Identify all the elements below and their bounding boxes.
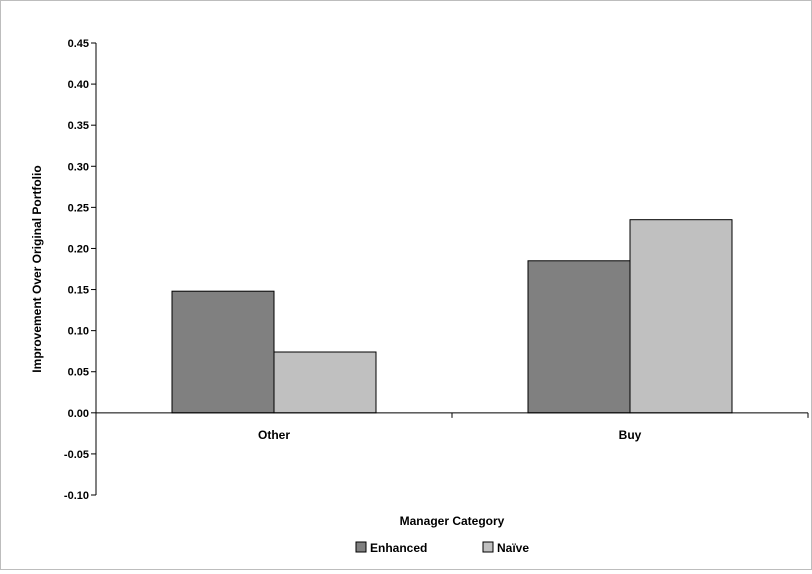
y-axis-ticks: 0.45 0.40 0.35 0.30 0.25 0.20 0.15 0.10 0.05 0.00… [64,38,96,502]
y-tick-label: 0.15 [68,285,89,297]
bars [171,219,733,414]
y-tick-label: 0.00 [68,408,89,420]
legend: Enhanced Naïve [355,541,529,555]
bar-na-ve-other [273,351,377,414]
y-tick-label: 0.35 [68,120,89,132]
bar-enhanced-other [171,290,275,414]
y-tick-label: 0.10 [68,326,89,338]
y-tick-label: -0.10 [64,490,89,502]
x-category-label: Buy [619,428,642,442]
y-tick-label: 0.30 [68,161,89,173]
legend-swatch [355,541,367,553]
y-tick-label: 0.40 [68,79,89,91]
x-axis-category-labels: Other Buy [258,428,642,442]
legend-label: Enhanced [370,541,427,555]
y-tick-label: 0.25 [68,202,89,214]
x-axis-ticks [95,412,809,418]
y-tick-label: -0.05 [64,449,89,461]
bar-na-ve-buy [629,219,733,414]
x-category-label: Other [258,428,290,442]
legend-swatch [482,541,494,553]
x-axis-title: Manager Category [400,514,505,528]
y-tick-label: 0.20 [68,243,89,255]
y-tick-label: 0.05 [68,367,89,379]
bar-enhanced-buy [527,260,631,414]
legend-label: Naïve [497,541,529,555]
y-tick-label: 0.45 [68,38,89,50]
y-axis-title: Improvement Over Original Portfolio [30,165,44,372]
